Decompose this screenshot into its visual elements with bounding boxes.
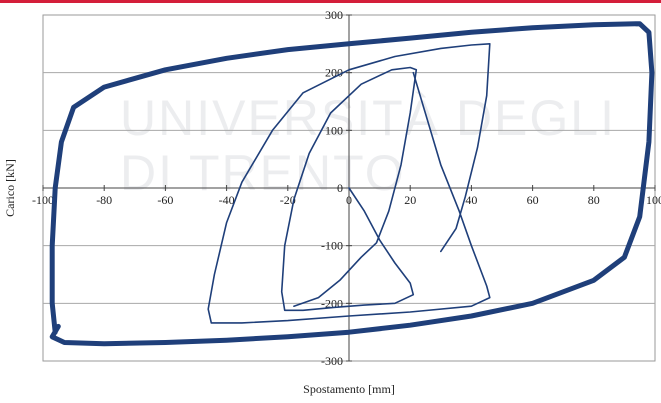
x-tick-label: -60 [157,193,173,207]
x-tick-label: -80 [96,193,112,207]
x-tick-label: 40 [465,193,477,207]
y-tick-label: 0 [337,181,343,195]
x-tick-label: 20 [404,193,416,207]
watermark-line-1: UNIVERSITÀ DEGLI [120,90,616,146]
y-tick-label: -100 [321,239,343,253]
watermark: UNIVERSITÀ DEGLI DI TRENTO [120,90,616,201]
watermark-line-2: DI TRENTO [120,145,406,201]
x-tick-label: 80 [588,193,600,207]
x-tick-label: -40 [219,193,235,207]
x-tick-label: -100 [32,193,54,207]
x-tick-label: 0 [346,193,352,207]
series-group [49,21,655,347]
x-tick-label: 60 [527,193,539,207]
y-tick-label: 100 [325,123,343,137]
x-tick-label: -20 [280,193,296,207]
y-tick-label: 300 [325,8,343,22]
x-tick-labels: -100 -80 -60 -40 -20 0 20 40 60 80 100 [32,193,661,207]
y-tick-label: 200 [325,66,343,80]
top-red-rule [0,0,661,3]
x-tick-label: 100 [646,193,661,207]
x-axis-title: Spostamento [mm] [303,382,395,396]
hysteresis-loop-2 [207,42,491,324]
hysteresis-loop-3 [49,21,655,347]
y-tick-label: -300 [321,354,343,368]
hysteresis-loop-1 [280,66,418,312]
y-axis-title: Carico [kN] [3,159,17,217]
